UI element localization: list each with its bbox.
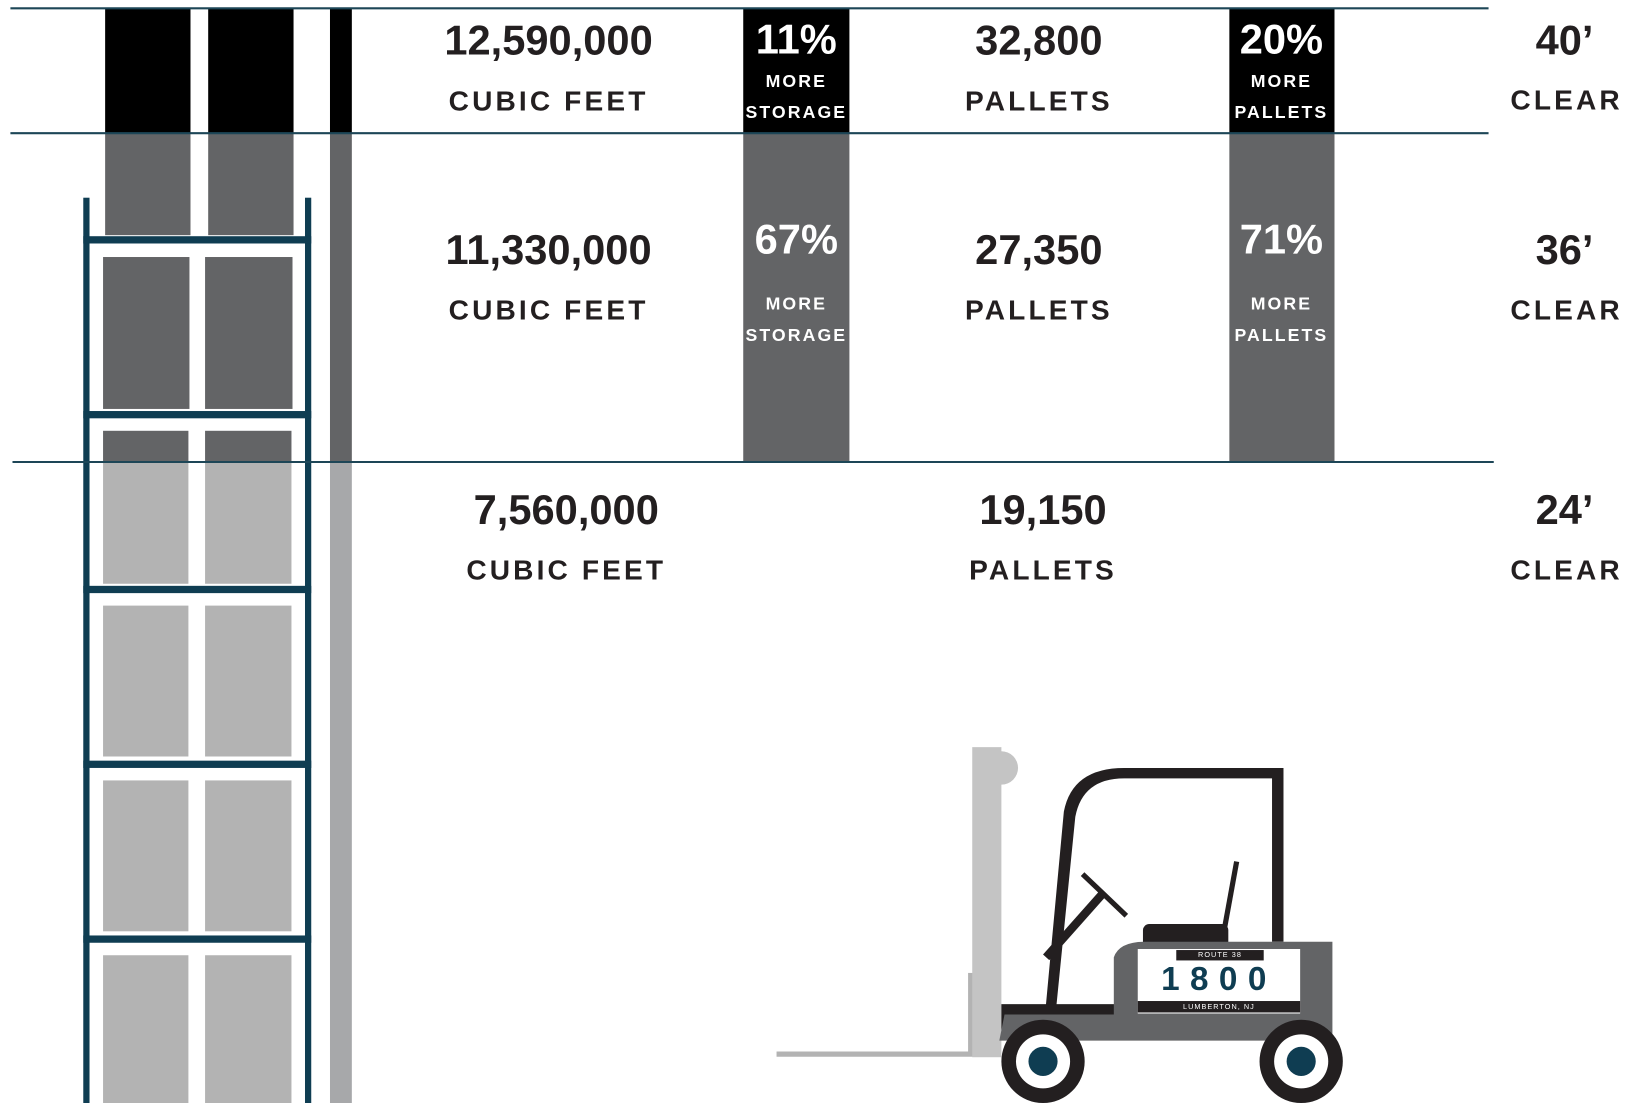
badge-text: STORAGE <box>745 102 847 122</box>
pallets: 32,800 <box>975 17 1102 64</box>
badge-value: 71% <box>1240 215 1323 262</box>
badge-text: MORE <box>1251 71 1312 91</box>
badge-value: 20% <box>1240 16 1323 63</box>
column <box>330 462 352 1103</box>
pallets: 19,150 <box>979 486 1106 533</box>
clear-height: 36’ <box>1536 226 1594 273</box>
pallets-unit: PALLETS <box>969 555 1117 586</box>
badge-text: PALLETS <box>1234 102 1328 122</box>
badge-text: MORE <box>766 294 827 314</box>
badge-value: 67% <box>755 215 838 262</box>
plate-number: 1800 <box>1161 961 1277 998</box>
infographic: 12,590,000 CUBIC FEET 11% MORE STORAGE 3… <box>0 0 1627 1103</box>
clear-unit: CLEAR <box>1510 555 1622 586</box>
column <box>330 133 352 462</box>
badge-text: STORAGE <box>745 325 847 345</box>
page: {"rows": [ {"volume": "12,590,000", "vol… <box>0 0 1627 1103</box>
pallets-unit: PALLETS <box>965 295 1113 326</box>
clear-unit: CLEAR <box>1510 84 1622 115</box>
volume: 7,560,000 <box>474 486 659 533</box>
badge-value: 11% <box>756 16 837 63</box>
badge-text: PALLETS <box>1234 325 1328 345</box>
volume-unit: CUBIC FEET <box>449 85 649 116</box>
badge-text: MORE <box>1251 294 1312 314</box>
clear-height: 40’ <box>1536 17 1594 64</box>
plate-top: ROUTE 38 <box>1198 950 1242 959</box>
pallets: 27,350 <box>975 226 1102 273</box>
pallets-unit: PALLETS <box>965 85 1113 116</box>
plate-bottom: LUMBERTON, NJ <box>1183 1002 1255 1011</box>
column <box>330 8 352 133</box>
volume: 12,590,000 <box>444 17 652 64</box>
badge-text: MORE <box>766 71 827 91</box>
volume-unit: CUBIC FEET <box>466 555 666 586</box>
clear-unit: CLEAR <box>1510 295 1622 326</box>
clear-height: 24’ <box>1536 486 1594 533</box>
volume: 11,330,000 <box>446 226 652 273</box>
forklift <box>777 747 1343 1103</box>
volume-unit: CUBIC FEET <box>449 295 649 326</box>
